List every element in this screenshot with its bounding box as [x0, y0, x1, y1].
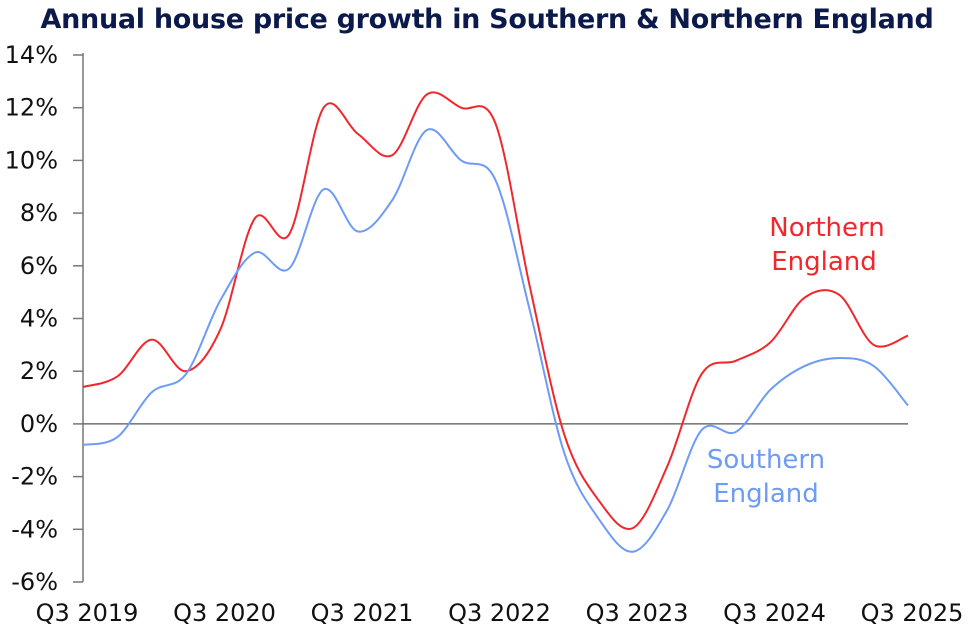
y-tick-label: 4%	[20, 305, 58, 333]
y-tick-label: -6%	[11, 568, 58, 596]
x-tick-label: Q3 2023	[586, 599, 689, 627]
y-tick-label: 14%	[5, 41, 58, 69]
y-tick-label: 0%	[20, 410, 58, 438]
x-tick-label: Q3 2019	[36, 599, 139, 627]
y-tick-label: -4%	[11, 515, 58, 543]
series-label-southern-line2: England	[713, 479, 819, 509]
chart-title: Annual house price growth in Southern & …	[40, 4, 934, 35]
series-line-southern	[82, 128, 909, 553]
y-tick-label: 12%	[5, 94, 58, 122]
y-tick-label: 6%	[20, 252, 58, 280]
x-tick-label: Q3 2022	[448, 599, 551, 627]
series-label-northern-line2: England	[771, 247, 877, 277]
series-label-southern-line1: Southern	[707, 445, 825, 475]
y-tick-label: 10%	[5, 146, 58, 174]
x-tick-label: Q3 2021	[311, 599, 414, 627]
y-tick-label: -2%	[11, 463, 58, 491]
y-tick-label: 8%	[20, 199, 58, 227]
y-tick-label: 2%	[20, 357, 58, 385]
series-label-northern-line1: Northern	[769, 213, 884, 243]
x-tick-label: Q3 2020	[173, 599, 276, 627]
x-tick-label: Q3 2024	[723, 599, 826, 627]
series-line-northern	[82, 91, 909, 531]
x-tick-label: Q3 2025	[861, 599, 964, 627]
